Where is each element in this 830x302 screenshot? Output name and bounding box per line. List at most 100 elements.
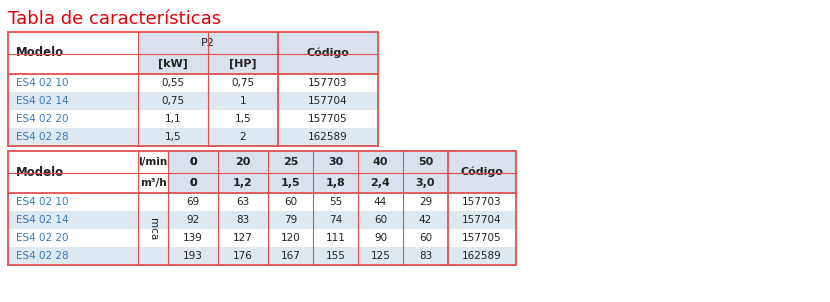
Bar bbox=[268, 151, 313, 173]
Bar bbox=[208, 54, 278, 74]
Text: 20: 20 bbox=[236, 157, 251, 167]
Text: ES4 02 10: ES4 02 10 bbox=[16, 78, 69, 88]
Bar bbox=[268, 247, 313, 265]
Bar bbox=[448, 173, 516, 193]
Text: 42: 42 bbox=[419, 215, 432, 225]
Text: 167: 167 bbox=[281, 251, 300, 261]
Bar bbox=[138, 151, 168, 193]
Text: m³/h: m³/h bbox=[139, 178, 166, 188]
Bar bbox=[278, 74, 378, 92]
Text: [HP]: [HP] bbox=[229, 59, 256, 69]
Text: 0: 0 bbox=[189, 178, 197, 188]
Text: 25: 25 bbox=[283, 157, 298, 167]
Bar bbox=[268, 173, 313, 193]
Text: 125: 125 bbox=[370, 251, 390, 261]
Text: 69: 69 bbox=[187, 197, 200, 207]
Text: ES4 02 14: ES4 02 14 bbox=[16, 215, 69, 225]
Bar bbox=[403, 151, 448, 173]
Text: 193: 193 bbox=[183, 251, 203, 261]
Bar bbox=[168, 173, 218, 193]
Bar bbox=[403, 173, 448, 193]
Text: 2: 2 bbox=[240, 132, 247, 142]
Bar bbox=[8, 54, 138, 74]
Bar bbox=[8, 74, 138, 92]
Bar bbox=[448, 211, 516, 229]
Text: 90: 90 bbox=[374, 233, 387, 243]
Text: 1,5: 1,5 bbox=[281, 178, 300, 188]
Text: 1: 1 bbox=[240, 96, 247, 106]
Bar bbox=[138, 247, 168, 265]
Text: 1,8: 1,8 bbox=[325, 178, 345, 188]
Bar bbox=[8, 193, 138, 211]
Bar bbox=[168, 151, 218, 173]
Bar bbox=[403, 247, 448, 265]
Bar bbox=[358, 247, 403, 265]
Text: P2: P2 bbox=[201, 38, 215, 48]
Bar bbox=[208, 92, 278, 110]
Text: 157704: 157704 bbox=[462, 215, 502, 225]
Bar bbox=[278, 54, 378, 74]
Text: 55: 55 bbox=[329, 197, 342, 207]
Text: 50: 50 bbox=[417, 157, 433, 167]
Bar bbox=[313, 247, 358, 265]
Text: l/min: l/min bbox=[139, 157, 168, 167]
Bar bbox=[8, 211, 138, 229]
Bar bbox=[358, 211, 403, 229]
Bar bbox=[313, 151, 358, 173]
Text: Código: Código bbox=[306, 48, 349, 58]
Bar bbox=[138, 92, 208, 110]
Bar bbox=[168, 193, 218, 211]
Text: Modelo: Modelo bbox=[16, 165, 64, 178]
Text: 3,0: 3,0 bbox=[416, 178, 435, 188]
Text: 157705: 157705 bbox=[462, 233, 502, 243]
Text: 60: 60 bbox=[284, 197, 297, 207]
Text: 79: 79 bbox=[284, 215, 297, 225]
Bar bbox=[8, 247, 138, 265]
Text: 0,75: 0,75 bbox=[232, 78, 255, 88]
Bar bbox=[218, 173, 268, 193]
Text: 0: 0 bbox=[189, 178, 197, 188]
Bar bbox=[218, 151, 268, 173]
Bar bbox=[8, 151, 138, 193]
Text: ES4 02 20: ES4 02 20 bbox=[16, 114, 69, 124]
Text: [kW]: [kW] bbox=[158, 59, 188, 69]
Text: 120: 120 bbox=[281, 233, 300, 243]
Text: 60: 60 bbox=[374, 215, 387, 225]
Text: ES4 02 10: ES4 02 10 bbox=[16, 197, 69, 207]
Bar bbox=[448, 247, 516, 265]
Bar bbox=[313, 193, 358, 211]
Text: 92: 92 bbox=[187, 215, 200, 225]
Text: ES4 02 14: ES4 02 14 bbox=[16, 96, 69, 106]
Text: 29: 29 bbox=[419, 197, 432, 207]
Bar bbox=[448, 229, 516, 247]
Bar bbox=[358, 173, 403, 193]
Bar bbox=[208, 74, 278, 92]
Bar bbox=[278, 32, 378, 54]
Text: 0: 0 bbox=[189, 157, 197, 167]
Text: 0,55: 0,55 bbox=[162, 78, 184, 88]
Text: 155: 155 bbox=[325, 251, 345, 261]
Text: 60: 60 bbox=[419, 233, 432, 243]
Text: 63: 63 bbox=[237, 197, 250, 207]
Bar bbox=[313, 211, 358, 229]
Bar bbox=[218, 247, 268, 265]
Bar bbox=[218, 193, 268, 211]
Text: 157705: 157705 bbox=[308, 114, 348, 124]
Bar bbox=[268, 193, 313, 211]
Text: 111: 111 bbox=[325, 233, 345, 243]
Bar bbox=[138, 193, 168, 211]
Bar bbox=[358, 151, 403, 173]
Bar bbox=[208, 128, 278, 146]
Text: Código: Código bbox=[461, 167, 504, 177]
Bar bbox=[358, 229, 403, 247]
Text: 139: 139 bbox=[183, 233, 203, 243]
Text: 83: 83 bbox=[419, 251, 432, 261]
Bar bbox=[358, 193, 403, 211]
Bar bbox=[403, 229, 448, 247]
Bar bbox=[313, 173, 358, 193]
Text: 1,2: 1,2 bbox=[233, 178, 253, 188]
Text: ES4 02 28: ES4 02 28 bbox=[16, 132, 69, 142]
Bar bbox=[168, 247, 218, 265]
Text: 157703: 157703 bbox=[462, 197, 502, 207]
Text: 1,5: 1,5 bbox=[235, 114, 251, 124]
